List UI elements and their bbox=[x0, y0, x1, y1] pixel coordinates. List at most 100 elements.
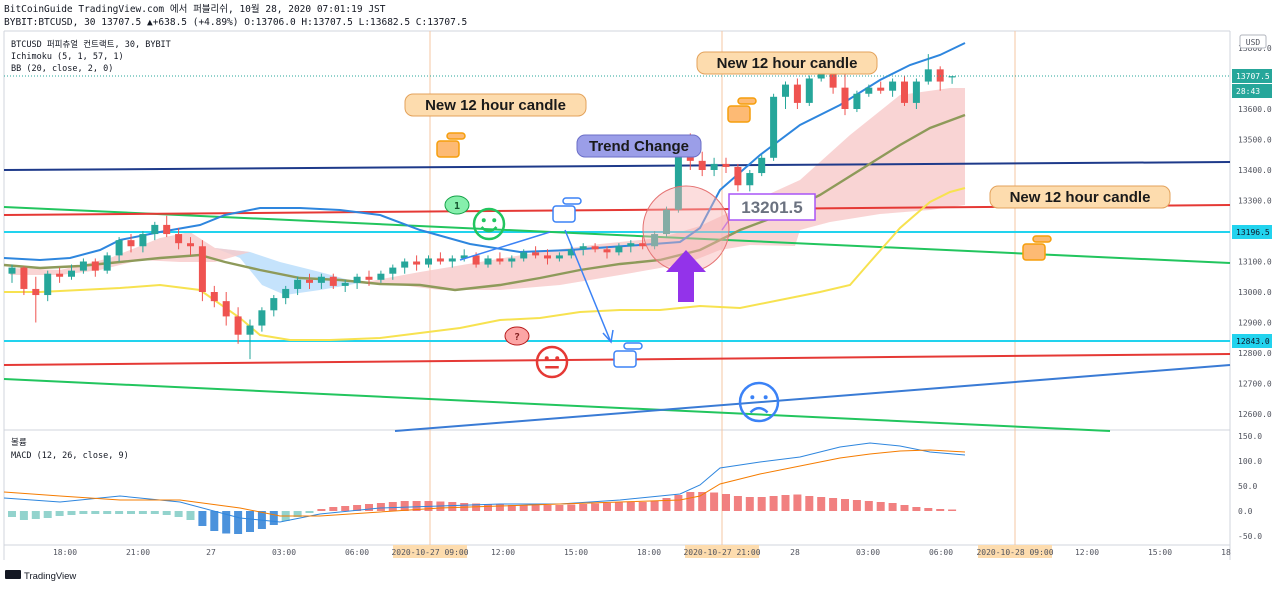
time-session-tag-bg bbox=[393, 545, 467, 558]
candle-body bbox=[20, 267, 28, 289]
marker-question-text: ? bbox=[514, 332, 520, 343]
bb-lower-band bbox=[4, 187, 966, 341]
time-tick-label: 15:00 bbox=[1148, 548, 1172, 557]
tradingview-logo-icon bbox=[5, 570, 21, 579]
legend-ichimoku: Ichimoku (5, 1, 57, 1) bbox=[11, 52, 124, 62]
candle-body bbox=[698, 160, 706, 170]
macd-histogram-bar bbox=[495, 504, 504, 511]
candle-body bbox=[151, 224, 159, 235]
macd-histogram-bar bbox=[948, 509, 957, 511]
happy-face-icon-eye bbox=[492, 218, 497, 223]
candle-body bbox=[103, 255, 111, 271]
macd-histogram-bar bbox=[79, 511, 88, 514]
hand-pointer-icon bbox=[436, 132, 466, 158]
note-trend-change-text: Trend Change bbox=[589, 138, 689, 155]
candle-body bbox=[56, 273, 64, 277]
arrow-line bbox=[459, 231, 551, 261]
candle-body bbox=[484, 258, 492, 265]
macd-histogram-bar bbox=[805, 496, 814, 511]
header-line2: BYBIT:BTCUSD, 30 13707.5 ▲+638.5 (+4.89%… bbox=[4, 17, 467, 28]
candle-body bbox=[306, 279, 313, 283]
macd-histogram-bar bbox=[567, 504, 576, 511]
macd-histogram-bar bbox=[115, 511, 124, 514]
macd-histogram-bar bbox=[400, 501, 409, 511]
price-callout-text: 13201.5 bbox=[741, 198, 802, 217]
candles bbox=[8, 54, 956, 360]
macd-histogram-bar bbox=[507, 505, 516, 511]
candle-body bbox=[770, 96, 778, 158]
level-lower-tag-bg bbox=[1232, 334, 1272, 348]
macd-histogram-bar bbox=[210, 511, 219, 531]
macd-histogram-bar bbox=[31, 511, 40, 519]
candle-body bbox=[222, 301, 230, 317]
note-new-candle-top: New 12 hour candle bbox=[696, 51, 878, 75]
hand-pointer-icon-palm bbox=[552, 205, 576, 223]
level-upper-tag-bg bbox=[1232, 225, 1272, 239]
macd-histogram-bar bbox=[317, 509, 326, 511]
candle-body bbox=[782, 84, 789, 97]
macd-histogram-bar bbox=[269, 511, 278, 525]
macd-histogram-bar bbox=[591, 503, 600, 511]
macd-histogram-bar bbox=[91, 511, 100, 514]
current-price-tag: 13707.5 bbox=[1236, 72, 1270, 81]
candle-body bbox=[68, 270, 75, 277]
macd-histogram-bar bbox=[650, 501, 659, 511]
candle-body bbox=[425, 258, 432, 265]
macd-histogram-bar bbox=[733, 496, 742, 511]
macd-histogram-bar bbox=[603, 503, 611, 511]
tradingview-brand: TradingView bbox=[24, 571, 76, 582]
sad-face-icon-eye bbox=[750, 395, 755, 400]
currency-unit: USD bbox=[1246, 38, 1261, 47]
macd-histogram-bar bbox=[722, 494, 730, 511]
happy-face-icon-eye bbox=[481, 218, 486, 223]
price-tick-label: 13300.0 bbox=[1238, 197, 1272, 206]
candle-body bbox=[187, 243, 194, 247]
time-tick-label: 18:00 bbox=[53, 548, 77, 557]
candle-body bbox=[627, 243, 635, 247]
macd-histogram-bar bbox=[484, 504, 492, 511]
candle-body bbox=[912, 81, 920, 103]
macd-line bbox=[3, 442, 966, 523]
note-new-candle-right-text: New 12 hour candle bbox=[1010, 189, 1151, 206]
candle-body bbox=[210, 292, 218, 302]
macd-volume-label: 볼륨 bbox=[11, 437, 27, 448]
time-tick-label: 27 bbox=[206, 548, 216, 557]
candle-body bbox=[901, 81, 908, 103]
note-new-candle-left-text: New 12 hour candle bbox=[425, 97, 566, 114]
macd-histogram-bar bbox=[412, 501, 421, 511]
macd-histogram-bar bbox=[710, 492, 719, 511]
axes: 13800.013700.013600.013500.013400.013300… bbox=[4, 44, 1272, 558]
time-tick-label: 06:00 bbox=[345, 548, 369, 557]
macd-histogram-bar bbox=[817, 497, 826, 511]
price-tick-label: 13500.0 bbox=[1238, 136, 1272, 145]
macd-histogram-bar bbox=[138, 511, 147, 514]
candle-body bbox=[853, 93, 861, 109]
neutral-face-icon bbox=[535, 345, 569, 379]
macd-histogram-bar bbox=[448, 502, 457, 511]
macd-histogram-bar bbox=[531, 505, 540, 511]
macd-tick-label: -50.0 bbox=[1238, 532, 1262, 541]
macd-histogram-bar bbox=[234, 511, 243, 534]
macd-histogram-bar bbox=[781, 495, 790, 511]
macd-histogram-bar bbox=[912, 507, 921, 511]
time-tick-label: 21:00 bbox=[126, 548, 150, 557]
hand-pointer-icon-palm bbox=[1022, 243, 1046, 261]
marker-one-bubble bbox=[444, 195, 470, 215]
hand-pointer-icon-finger bbox=[562, 197, 582, 205]
note-new-candle-right-box bbox=[989, 185, 1171, 209]
currency-unit-button[interactable] bbox=[1239, 34, 1267, 49]
note-new-candle-top-text: New 12 hour candle bbox=[717, 55, 858, 72]
candle-body bbox=[544, 255, 551, 259]
candle-body bbox=[520, 252, 528, 259]
candle-body bbox=[139, 234, 147, 247]
happy-face-icon-mouth bbox=[480, 226, 498, 233]
candle-body bbox=[555, 255, 563, 259]
level-upper-tag: 13196.5 bbox=[1236, 228, 1270, 237]
trendline-blue-rising bbox=[394, 364, 1231, 432]
macd-histogram-bar bbox=[900, 505, 909, 511]
signal-line bbox=[3, 449, 966, 517]
tradingview-logo[interactable]: TradingView bbox=[5, 570, 76, 582]
horizontal-line-blue bbox=[3, 161, 1231, 171]
macd-histogram-bar bbox=[698, 492, 707, 511]
